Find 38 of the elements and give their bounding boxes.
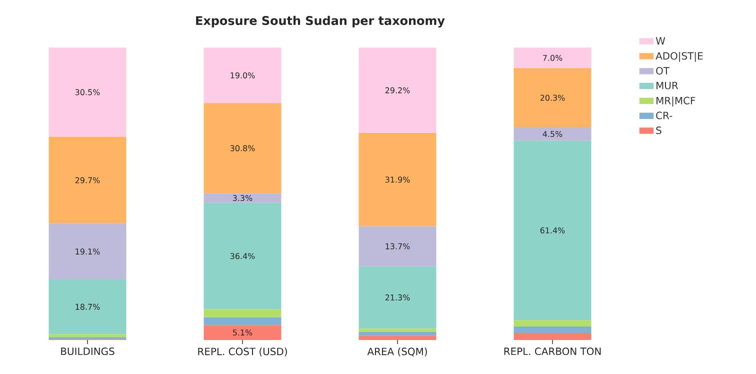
legend-label: MUR (656, 82, 678, 90)
bar (204, 48, 282, 104)
bar (514, 127, 592, 141)
bar (514, 320, 592, 327)
legend-label: CR- (656, 112, 672, 120)
bar (48, 334, 126, 338)
bar (514, 48, 592, 68)
bar (204, 193, 282, 203)
legend-label: ADO|ST|E (656, 52, 703, 62)
bar (204, 202, 282, 310)
bar (358, 132, 436, 226)
bar (358, 226, 436, 266)
bar (204, 103, 282, 194)
legend-label: MR|MCF (656, 96, 696, 107)
bar (358, 336, 436, 340)
bar (48, 136, 126, 224)
bar (48, 48, 126, 137)
bar (48, 224, 126, 280)
x-tick-label: BUILDINGS (61, 348, 114, 356)
x-tick-label: REPL. COST (USD) (198, 348, 287, 356)
bar (514, 68, 592, 128)
bar (358, 332, 436, 336)
bar (514, 332, 592, 340)
legend-label: W (656, 37, 666, 44)
bar (514, 140, 592, 320)
bar (204, 317, 282, 326)
bar (358, 48, 436, 133)
bar (204, 325, 282, 340)
bar (204, 309, 282, 318)
legend-label: S (656, 126, 662, 134)
bar (514, 326, 592, 333)
legend-label: OT (656, 66, 670, 75)
chart-title: Exposure South Sudan per taxonomy (196, 16, 445, 28)
x-tick-label: AREA (SQM) (367, 348, 427, 356)
bar (48, 279, 126, 334)
bar (358, 328, 436, 332)
x-tick-label: REPL. CARBON TON (504, 348, 601, 356)
bar (358, 266, 436, 329)
